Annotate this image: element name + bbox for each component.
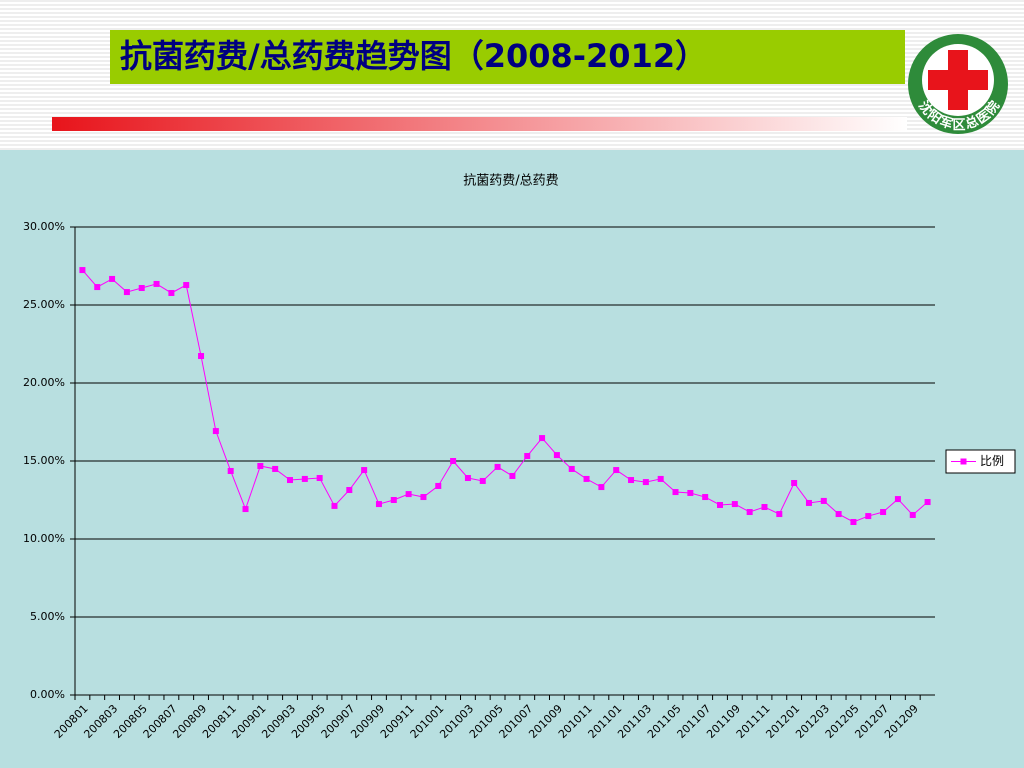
data-point — [746, 509, 753, 516]
data-point — [183, 282, 190, 289]
data-point — [450, 458, 457, 464]
y-tick-label: 25.00% — [23, 298, 65, 311]
data-point — [198, 353, 205, 360]
legend-marker — [960, 458, 967, 465]
legend-label: 比例 — [980, 454, 1004, 468]
y-tick-label: 20.00% — [23, 376, 65, 389]
data-point — [672, 489, 679, 496]
data-point — [613, 467, 620, 474]
data-point — [212, 428, 219, 435]
data-point — [657, 475, 664, 482]
data-point — [390, 497, 397, 503]
data-point — [924, 499, 931, 506]
data-point — [242, 506, 249, 513]
data-point — [316, 475, 323, 482]
data-point — [346, 487, 353, 494]
data-point — [479, 477, 486, 484]
data-point — [761, 504, 768, 511]
y-tick-label: 10.00% — [23, 532, 65, 545]
data-point — [272, 465, 279, 472]
data-point — [524, 453, 531, 460]
data-point — [94, 284, 101, 291]
data-point — [123, 289, 130, 296]
chart-area — [0, 150, 1024, 768]
data-point — [405, 491, 412, 498]
data-point — [791, 479, 798, 486]
data-point — [509, 472, 516, 479]
data-point — [850, 518, 857, 525]
data-point — [835, 511, 842, 518]
red-bar — [52, 117, 907, 131]
slide-title: 抗菌药费/总药费趋势图（2008-2012） — [120, 37, 707, 75]
data-point — [464, 475, 471, 482]
data-point — [909, 511, 916, 518]
data-point — [628, 477, 635, 484]
legend-box — [945, 449, 1016, 474]
data-point — [375, 501, 382, 508]
data-point — [138, 284, 145, 291]
data-point — [539, 435, 546, 442]
series-line — [82, 269, 928, 523]
title-banner — [110, 30, 905, 84]
data-point — [880, 509, 887, 516]
y-tick-label: 0.00% — [30, 688, 65, 701]
data-point — [153, 280, 160, 287]
data-point — [301, 475, 308, 482]
data-point — [894, 496, 901, 503]
y-tick-label: 30.00% — [23, 220, 65, 233]
logo-cross — [928, 70, 988, 90]
data-point — [553, 452, 560, 459]
data-point — [257, 462, 264, 469]
data-point — [168, 289, 175, 296]
data-point — [494, 463, 501, 470]
data-point — [776, 511, 783, 518]
data-point — [687, 489, 694, 496]
data-point — [109, 275, 116, 282]
data-point — [420, 494, 427, 501]
data-point — [865, 513, 872, 520]
logo: 沈阳军区总医院 — [908, 34, 1008, 134]
data-point — [583, 475, 590, 482]
data-point — [361, 467, 368, 474]
data-point — [820, 497, 827, 504]
data-point — [227, 467, 234, 474]
data-point — [717, 501, 723, 508]
y-tick-label: 15.00% — [23, 454, 65, 467]
chart-title: 抗菌药费/总药费 — [463, 174, 558, 189]
data-point — [287, 477, 293, 484]
data-point — [702, 494, 709, 501]
data-point — [731, 501, 738, 508]
data-point — [331, 502, 338, 509]
data-point — [598, 484, 605, 491]
data-point — [79, 267, 86, 274]
data-point — [568, 465, 575, 472]
data-point — [435, 482, 442, 489]
data-point — [805, 499, 812, 506]
y-tick-label: 5.00% — [30, 610, 65, 623]
data-point — [642, 479, 649, 486]
